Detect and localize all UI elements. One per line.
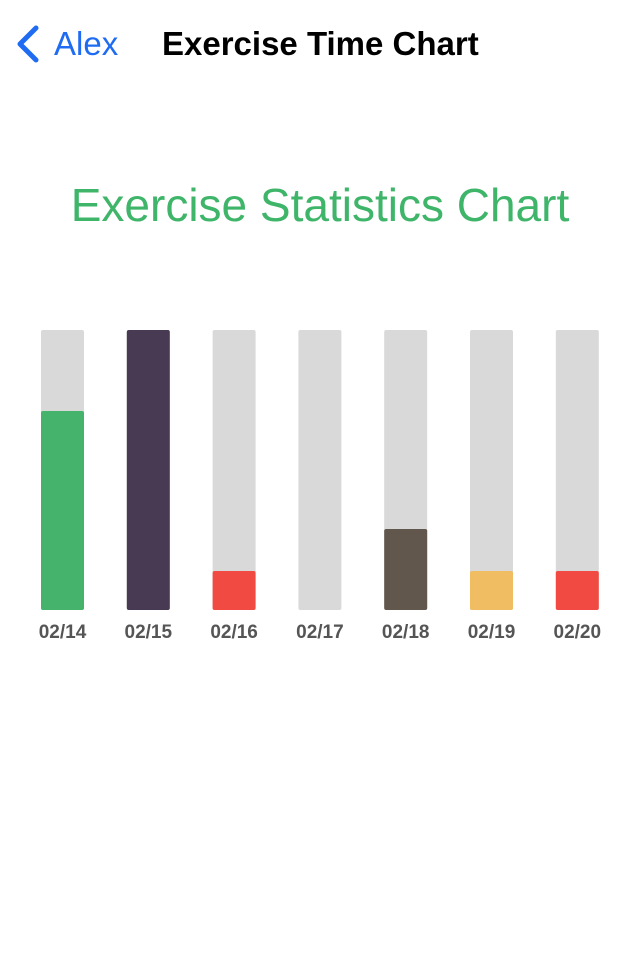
- x-tick-label: 02/15: [125, 622, 173, 643]
- chart-title: Exercise Statistics Chart: [70, 179, 570, 231]
- x-tick-label: 02/18: [382, 622, 430, 643]
- bar-track: [298, 330, 342, 610]
- back-button-label: Alex: [54, 25, 119, 62]
- chevron-left-icon: [17, 25, 39, 63]
- x-tick-label: 02/19: [468, 622, 516, 643]
- bar-02-16: [212, 571, 256, 610]
- bar-02-18: [384, 529, 428, 610]
- back-button[interactable]: Alex: [14, 22, 118, 66]
- bar-02-15: [126, 330, 170, 610]
- page-title: Exercise Time Chart: [162, 25, 479, 62]
- bar-track: [212, 330, 256, 610]
- bar-02-19: [470, 571, 513, 610]
- x-tick-label: 02/17: [296, 622, 344, 643]
- x-tick-label: 02/14: [39, 622, 87, 643]
- x-tick-label: 02/16: [210, 622, 258, 643]
- bar-chart: 02/14 02/15 02/16 02/17 02/18 02/19 02/20: [39, 330, 602, 643]
- bar-track: [470, 330, 513, 610]
- x-tick-label: 02/20: [554, 622, 602, 643]
- navigation-bar: Alex Exercise Time Chart: [0, 0, 640, 88]
- bar-02-14: [41, 411, 84, 610]
- bar-02-20: [555, 571, 599, 610]
- bar-track: [555, 330, 599, 610]
